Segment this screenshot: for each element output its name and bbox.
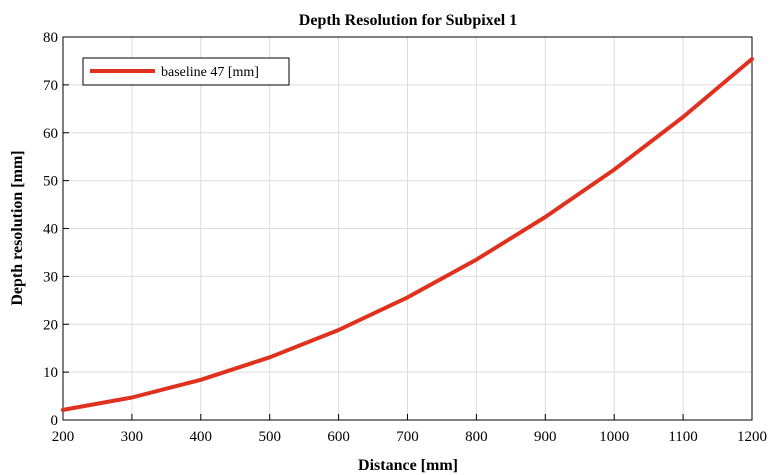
axis-ticks: 200 300 400 500 600 700 800 900 1000 1100 1200 0 10 2…: [43, 30, 767, 445]
x-tick-label: 900: [534, 429, 557, 445]
x-tick-label: 500: [258, 429, 281, 445]
x-tick-label: 200: [52, 429, 75, 445]
y-tick-label: 70: [43, 78, 58, 94]
y-tick-label: 20: [43, 317, 58, 333]
y-tick-label: 60: [43, 126, 58, 142]
y-tick-label: 40: [43, 222, 58, 238]
x-tick-label: 800: [465, 429, 488, 445]
x-tick-label: 1100: [668, 429, 697, 445]
series-line: [61, 57, 754, 412]
series-group: [61, 57, 754, 412]
x-tick-label: 1000: [599, 429, 629, 445]
y-tick-label: 50: [43, 174, 58, 190]
x-axis-label: Distance [mm]: [358, 457, 458, 474]
x-tick-label: 400: [190, 429, 213, 445]
y-tick-label: 30: [43, 269, 58, 285]
y-tick-label: 80: [43, 30, 58, 46]
grid: [63, 37, 752, 420]
y-axis-label: Depth resolution [mm]: [9, 150, 26, 305]
chart-title: Depth Resolution for Subpixel 1: [299, 12, 517, 29]
y-tick-label: 0: [51, 413, 59, 429]
x-tick-label: 1200: [737, 429, 767, 445]
x-tick-label: 700: [396, 429, 419, 445]
legend: baseline 47 [mm]: [82, 57, 290, 86]
x-tick-label: 600: [327, 429, 350, 445]
y-tick-label: 10: [43, 365, 58, 381]
legend-label: baseline 47 [mm]: [161, 65, 259, 80]
x-tick-label: 300: [121, 429, 144, 445]
